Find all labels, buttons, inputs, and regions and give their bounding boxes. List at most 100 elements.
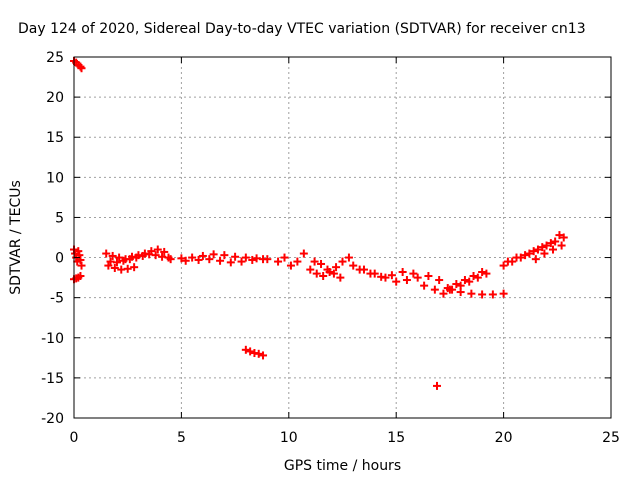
data-point	[355, 265, 364, 274]
data-point	[478, 267, 487, 276]
data-point	[160, 247, 169, 256]
data-point	[338, 257, 347, 266]
data-point	[549, 245, 558, 254]
data-point	[559, 233, 568, 242]
data-point	[241, 345, 250, 354]
data-point	[312, 269, 321, 278]
data-point	[460, 276, 469, 285]
data-point	[132, 253, 141, 262]
data-point	[525, 249, 534, 258]
data-point	[521, 251, 530, 260]
data-point	[465, 277, 474, 286]
data-point	[430, 285, 439, 294]
data-point	[377, 272, 386, 281]
data-point	[306, 265, 315, 274]
data-point	[153, 245, 162, 254]
plot-frame	[73, 56, 612, 419]
data-point	[467, 289, 476, 298]
data-point	[123, 264, 132, 273]
data-point	[119, 256, 128, 265]
data-point	[433, 381, 442, 390]
data-point	[332, 263, 341, 272]
axis-ticks	[73, 56, 612, 419]
data-point	[231, 252, 240, 261]
data-point	[398, 267, 407, 276]
x-tick-label: 10	[280, 430, 298, 446]
data-point	[540, 249, 549, 258]
data-point	[76, 255, 85, 264]
data-point	[542, 241, 551, 250]
y-tick-label: 20	[46, 90, 64, 106]
data-point	[205, 255, 214, 264]
data-point	[241, 253, 250, 262]
grid-lines	[74, 57, 611, 418]
data-point	[512, 253, 521, 262]
x-tick-labels: 0 5 10 15 20 25	[70, 430, 620, 446]
y-tick-labels: 25 20 15 10 5 0 -5 -10 -15 -20	[41, 50, 64, 427]
x-axis-label: GPS time / hours	[284, 458, 401, 474]
data-point	[130, 263, 139, 272]
data-point	[286, 261, 295, 270]
data-point	[413, 273, 422, 282]
data-point	[188, 253, 197, 262]
data-point	[555, 231, 564, 240]
data-point	[104, 261, 113, 270]
data-point	[499, 261, 508, 270]
data-point	[310, 257, 319, 266]
data-point	[424, 272, 433, 281]
data-point	[456, 288, 465, 297]
data-point	[435, 276, 444, 285]
data-point	[280, 253, 289, 262]
data-point	[209, 250, 218, 259]
data-point	[293, 257, 302, 266]
data-point	[216, 256, 225, 265]
x-tick-label: 15	[387, 430, 405, 446]
data-point	[420, 281, 429, 290]
data-point	[344, 253, 353, 262]
data-point	[402, 276, 411, 285]
data-point	[387, 271, 396, 280]
data-point	[503, 257, 512, 266]
data-point	[299, 249, 308, 258]
data-point	[366, 269, 375, 278]
data-point	[557, 241, 566, 250]
y-tick-label: -20	[41, 411, 64, 427]
data-point	[102, 249, 111, 258]
data-point	[473, 273, 482, 282]
data-point	[194, 255, 203, 264]
y-tick-label: -15	[41, 371, 64, 387]
y-axis-label: SDTVAR / TECUs	[8, 180, 24, 295]
x-tick-label: 5	[177, 430, 186, 446]
y-tick-label: -10	[41, 331, 64, 347]
data-points	[70, 57, 568, 390]
data-point	[482, 269, 491, 278]
data-point	[529, 247, 538, 256]
data-point	[226, 258, 235, 267]
data-point	[349, 261, 358, 270]
data-point	[125, 255, 134, 264]
data-point	[181, 256, 190, 265]
data-point	[499, 289, 508, 298]
data-point	[409, 269, 418, 278]
data-point	[439, 289, 448, 298]
data-point	[76, 272, 85, 281]
x-tick-label: 25	[602, 430, 620, 446]
data-point	[77, 64, 86, 73]
data-point	[151, 251, 160, 260]
y-tick-label: 15	[46, 130, 64, 146]
data-point	[74, 247, 83, 256]
chart-title: Day 124 of 2020, Sidereal Day-to-day VTE…	[18, 21, 586, 37]
data-point	[319, 272, 328, 281]
data-point	[317, 259, 326, 268]
data-point	[220, 251, 229, 260]
data-point	[259, 351, 268, 360]
data-point	[177, 254, 186, 263]
data-point	[488, 290, 497, 299]
data-point	[77, 261, 86, 270]
y-tick-label: -5	[50, 291, 64, 307]
data-point	[198, 251, 207, 260]
data-point	[76, 62, 85, 71]
data-point	[138, 251, 147, 260]
data-point	[110, 263, 119, 272]
